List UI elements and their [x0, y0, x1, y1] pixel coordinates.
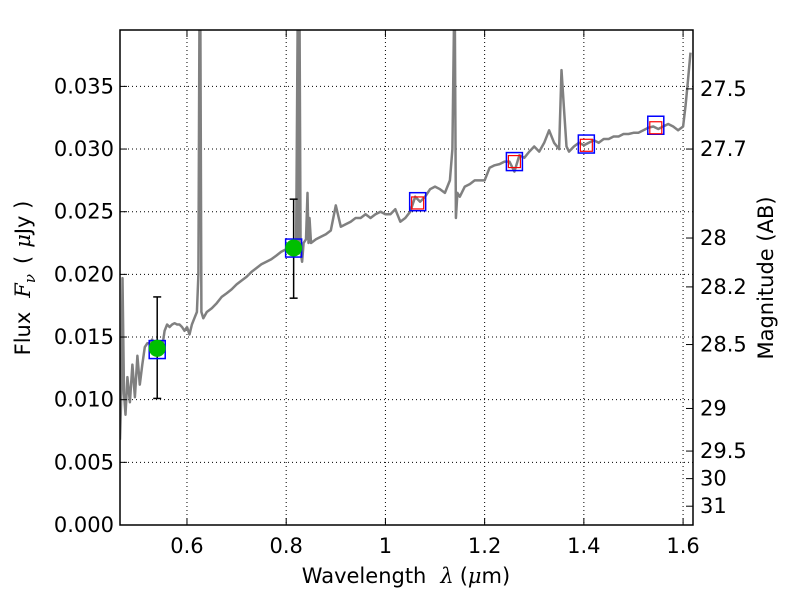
- x-tick-label: 1.4: [567, 534, 600, 558]
- y2-tick-label: 27.5: [700, 77, 747, 101]
- observed-point: [148, 339, 166, 357]
- y-tick-label: 0.010: [54, 388, 114, 412]
- model-box-marker: [505, 151, 524, 172]
- x-axis-title: Wavelength λ (μm): [302, 564, 510, 588]
- model-box-marker: [408, 191, 427, 212]
- y2-tick-label: 31: [700, 494, 727, 518]
- y-tick-label: 0.005: [54, 450, 114, 474]
- y-tick-label: 0.015: [54, 325, 114, 349]
- y2-tick-label: 28.2: [700, 275, 747, 299]
- x-tick-label: 1: [379, 534, 392, 558]
- axis-ticks: 0.6 0.8 1 1.2 1.4 1.6 0.000 0.005 0.010 0.015 0.02…: [54, 30, 747, 558]
- predicted-box-marker: [579, 138, 593, 152]
- y2-tick-label: 29: [700, 396, 727, 420]
- x-tick-label: 1.2: [468, 534, 501, 558]
- observed-point: [285, 239, 303, 257]
- model-box-marker: [577, 134, 596, 154]
- predicted-box-marker: [507, 154, 522, 169]
- y-tick-label: 0.035: [54, 74, 114, 98]
- y2-tick-label: 27.7: [700, 137, 747, 161]
- y2-tick-label: 28: [700, 226, 727, 250]
- predicted-box-marker: [411, 196, 425, 210]
- y-tick-label: 0.030: [54, 137, 114, 161]
- y-tick-label: 0.025: [54, 200, 114, 224]
- y-tick-label: 0.000: [54, 513, 114, 537]
- plot-area: [120, 30, 692, 440]
- grid-lines: [120, 30, 693, 526]
- y2-tick-label: 29.5: [700, 439, 747, 463]
- y2-axis-title: Magnitude (AB): [754, 196, 778, 359]
- predicted-box-marker: [649, 121, 663, 135]
- y-axis-title: FluxFν(μJy ): [11, 201, 39, 356]
- spectrum-line: [120, 30, 692, 440]
- plot-frame: [119, 29, 694, 526]
- x-tick-label: 1.6: [666, 534, 699, 558]
- x-tick-label: 0.8: [269, 534, 302, 558]
- x-tick-label: 0.6: [170, 534, 203, 558]
- y2-tick-label: 30: [700, 467, 727, 491]
- y-tick-label: 0.020: [54, 262, 114, 286]
- y2-tick-label: 28.5: [700, 333, 747, 357]
